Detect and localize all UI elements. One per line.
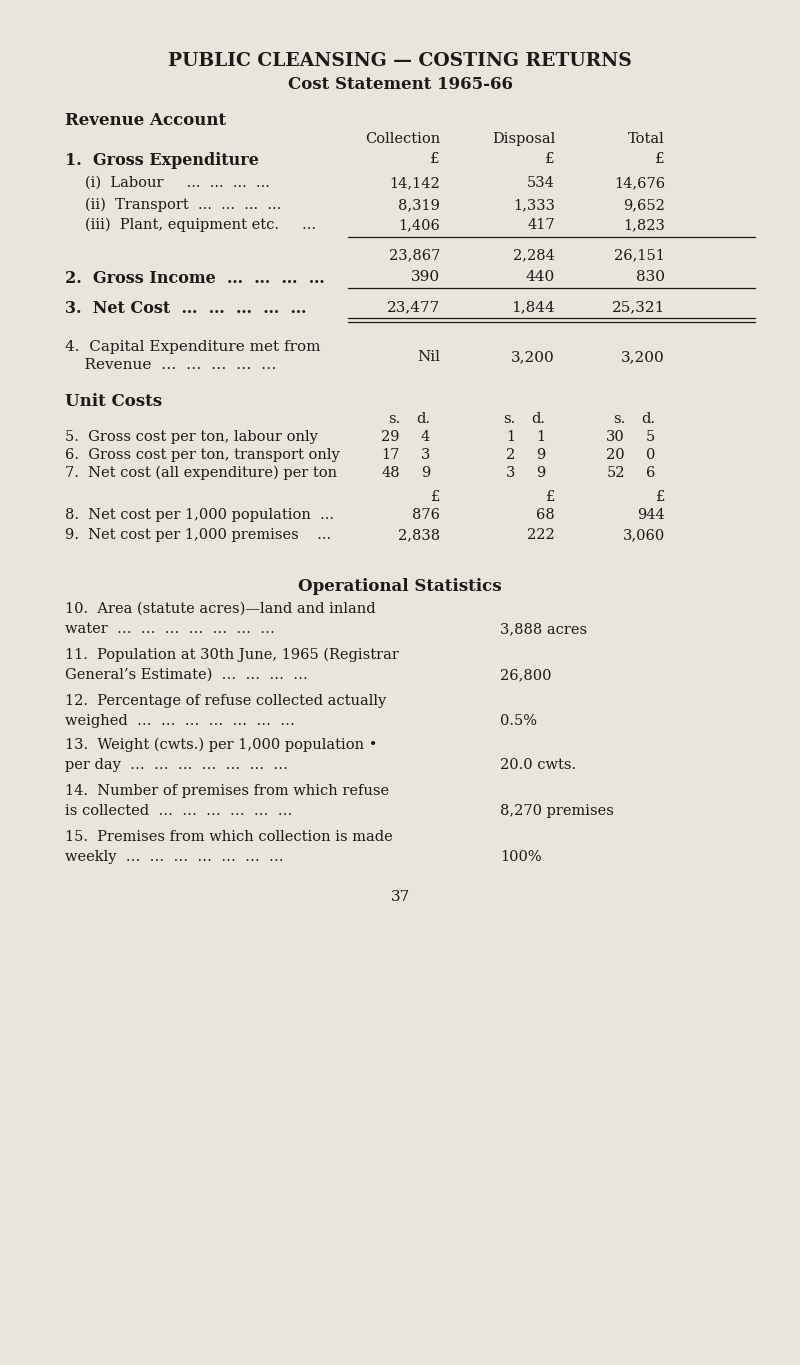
Text: 26,151: 26,151 — [614, 248, 665, 262]
Text: 8,270 premises: 8,270 premises — [500, 804, 614, 818]
Text: 7.  Net cost (all expenditure) per ton: 7. Net cost (all expenditure) per ton — [65, 465, 337, 480]
Text: 1: 1 — [506, 430, 515, 444]
Text: 2.  Gross Income  …  …  …  …: 2. Gross Income … … … … — [65, 270, 325, 287]
Text: Operational Statistics: Operational Statistics — [298, 577, 502, 595]
Text: 11.  Population at 30th June, 1965 (Registrar: 11. Population at 30th June, 1965 (Regis… — [65, 648, 399, 662]
Text: 944: 944 — [638, 508, 665, 521]
Text: 417: 417 — [527, 218, 555, 232]
Text: 14,142: 14,142 — [390, 176, 440, 190]
Text: 20.0 cwts.: 20.0 cwts. — [500, 758, 576, 773]
Text: 5.  Gross cost per ton, labour only: 5. Gross cost per ton, labour only — [65, 430, 318, 444]
Text: 2,838: 2,838 — [398, 528, 440, 542]
Text: weighed  …  …  …  …  …  …  …: weighed … … … … … … … — [65, 714, 295, 728]
Text: £: £ — [430, 490, 440, 504]
Text: 4.  Capital Expenditure met from: 4. Capital Expenditure met from — [65, 340, 321, 354]
Text: 12.  Percentage of refuse collected actually: 12. Percentage of refuse collected actua… — [65, 693, 386, 708]
Text: d.: d. — [416, 412, 430, 426]
Text: 534: 534 — [527, 176, 555, 190]
Text: Cost Statement 1965-66: Cost Statement 1965-66 — [287, 76, 513, 93]
Text: £: £ — [655, 152, 665, 167]
Text: 440: 440 — [526, 270, 555, 284]
Text: s.: s. — [502, 412, 515, 426]
Text: 68: 68 — [536, 508, 555, 521]
Text: PUBLIC CLEANSING — COSTING RETURNS: PUBLIC CLEANSING — COSTING RETURNS — [168, 52, 632, 70]
Text: 876: 876 — [412, 508, 440, 521]
Text: Collection: Collection — [365, 132, 440, 146]
Text: 3: 3 — [421, 448, 430, 461]
Text: 29: 29 — [382, 430, 400, 444]
Text: Total: Total — [628, 132, 665, 146]
Text: 20: 20 — [606, 448, 625, 461]
Text: per day  …  …  …  …  …  …  …: per day … … … … … … … — [65, 758, 288, 773]
Text: 3,888 acres: 3,888 acres — [500, 622, 587, 636]
Text: Disposal: Disposal — [492, 132, 555, 146]
Text: is collected  …  …  …  …  …  …: is collected … … … … … … — [65, 804, 292, 818]
Text: 1,333: 1,333 — [513, 198, 555, 212]
Text: £: £ — [546, 490, 555, 504]
Text: s.: s. — [388, 412, 400, 426]
Text: 3,060: 3,060 — [622, 528, 665, 542]
Text: 25,321: 25,321 — [612, 300, 665, 314]
Text: Revenue Account: Revenue Account — [65, 112, 226, 130]
Text: Revenue  …  …  …  …  …: Revenue … … … … … — [65, 358, 276, 373]
Text: (iii)  Plant, equipment etc.     ...: (iii) Plant, equipment etc. ... — [85, 218, 316, 232]
Text: 30: 30 — [606, 430, 625, 444]
Text: £: £ — [546, 152, 555, 167]
Text: 9: 9 — [421, 465, 430, 480]
Text: 23,867: 23,867 — [389, 248, 440, 262]
Text: 3: 3 — [506, 465, 515, 480]
Text: d.: d. — [531, 412, 545, 426]
Text: 3.  Net Cost  …  …  …  …  …: 3. Net Cost … … … … … — [65, 300, 306, 317]
Text: £: £ — [656, 490, 665, 504]
Text: 14,676: 14,676 — [614, 176, 665, 190]
Text: 8.  Net cost per 1,000 population  ...: 8. Net cost per 1,000 population ... — [65, 508, 334, 521]
Text: 1.  Gross Expenditure: 1. Gross Expenditure — [65, 152, 259, 169]
Text: 390: 390 — [411, 270, 440, 284]
Text: 3,200: 3,200 — [622, 349, 665, 364]
Text: £: £ — [430, 152, 440, 167]
Text: 14.  Number of premises from which refuse: 14. Number of premises from which refuse — [65, 784, 389, 799]
Text: 4: 4 — [421, 430, 430, 444]
Text: 23,477: 23,477 — [386, 300, 440, 314]
Text: Nil: Nil — [417, 349, 440, 364]
Text: 17: 17 — [382, 448, 400, 461]
Text: 48: 48 — [382, 465, 400, 480]
Text: 830: 830 — [636, 270, 665, 284]
Text: 5: 5 — [646, 430, 655, 444]
Text: 222: 222 — [527, 528, 555, 542]
Text: General’s Estimate)  …  …  …  …: General’s Estimate) … … … … — [65, 667, 308, 682]
Text: 8,319: 8,319 — [398, 198, 440, 212]
Text: 9: 9 — [536, 448, 545, 461]
Text: (i)  Labour     ...  ...  ...  ...: (i) Labour ... ... ... ... — [85, 176, 270, 190]
Text: d.: d. — [641, 412, 655, 426]
Text: (ii)  Transport  ...  ...  ...  ...: (ii) Transport ... ... ... ... — [85, 198, 282, 213]
Text: weekly  …  …  …  …  …  …  …: weekly … … … … … … … — [65, 850, 284, 864]
Text: 2: 2 — [506, 448, 515, 461]
Text: 13.  Weight (cwts.) per 1,000 population •: 13. Weight (cwts.) per 1,000 population … — [65, 738, 378, 752]
Text: 0: 0 — [646, 448, 655, 461]
Text: 37: 37 — [390, 890, 410, 904]
Text: 52: 52 — [606, 465, 625, 480]
Text: 6.  Gross cost per ton, transport only: 6. Gross cost per ton, transport only — [65, 448, 340, 461]
Text: Unit Costs: Unit Costs — [65, 393, 162, 409]
Text: water  …  …  …  …  …  …  …: water … … … … … … … — [65, 622, 275, 636]
Text: 100%: 100% — [500, 850, 542, 864]
Text: 10.  Area (statute acres)—land and inland: 10. Area (statute acres)—land and inland — [65, 602, 376, 616]
Text: 26,800: 26,800 — [500, 667, 551, 682]
Text: 6: 6 — [646, 465, 655, 480]
Text: 1: 1 — [536, 430, 545, 444]
Text: 2,284: 2,284 — [513, 248, 555, 262]
Text: 1,844: 1,844 — [511, 300, 555, 314]
Text: 9.  Net cost per 1,000 premises    ...: 9. Net cost per 1,000 premises ... — [65, 528, 331, 542]
Text: 0.5%: 0.5% — [500, 714, 537, 728]
Text: 1,823: 1,823 — [623, 218, 665, 232]
Text: 1,406: 1,406 — [398, 218, 440, 232]
Text: 15.  Premises from which collection is made: 15. Premises from which collection is ma… — [65, 830, 393, 844]
Text: 9: 9 — [536, 465, 545, 480]
Text: 3,200: 3,200 — [511, 349, 555, 364]
Text: 9,652: 9,652 — [623, 198, 665, 212]
Text: s.: s. — [613, 412, 625, 426]
